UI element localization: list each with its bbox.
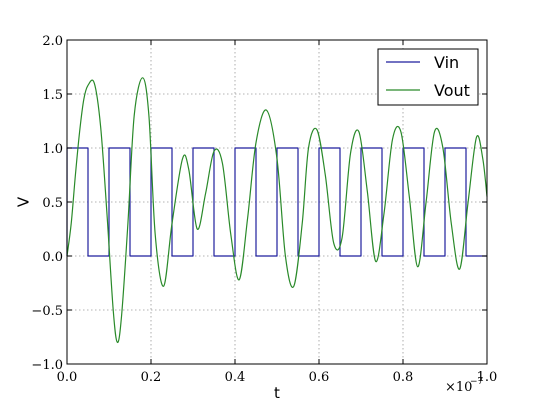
y-tick-label: 1.0 (42, 142, 63, 157)
y-axis-label: V (15, 196, 33, 207)
x-offset-exponent: −7 (470, 377, 484, 387)
plot-lines (66, 77, 488, 344)
legend-label-vin: Vin (434, 53, 459, 72)
x-tick-label: 0.2 (141, 370, 162, 385)
x-tick-label: 0.4 (225, 370, 246, 385)
x-tick-label: 0.6 (309, 370, 330, 385)
y-tick-label: 0.0 (42, 250, 63, 265)
x-axis-label: t (274, 384, 280, 402)
y-tick-label: 2.0 (42, 34, 63, 49)
legend-label-vout: Vout (434, 81, 470, 100)
x-tick-label: 1.0 (477, 370, 498, 385)
x-tick-label: 0.0 (57, 370, 78, 385)
y-tick-label: 1.5 (42, 88, 63, 103)
ticks (66, 39, 488, 365)
legend: Vin Vout (377, 48, 479, 106)
x-offset-base: ×10 (445, 380, 472, 395)
legend-box (377, 48, 479, 106)
y-tick-label: −1.0 (31, 358, 63, 373)
series-line-vout (66, 77, 488, 344)
series-line-vin (66, 147, 488, 257)
tick-labels: 0.0 0.2 0.4 0.6 0.8 1.0 −1.0 −0.5 0.0 0.5 1.0 1.5 2.… (31, 34, 497, 385)
y-tick-label: 0.5 (42, 196, 63, 211)
x-tick-label: 0.8 (393, 370, 414, 385)
y-tick-label: −0.5 (31, 304, 63, 319)
x-offset-label: ×10 −7 (445, 377, 484, 395)
